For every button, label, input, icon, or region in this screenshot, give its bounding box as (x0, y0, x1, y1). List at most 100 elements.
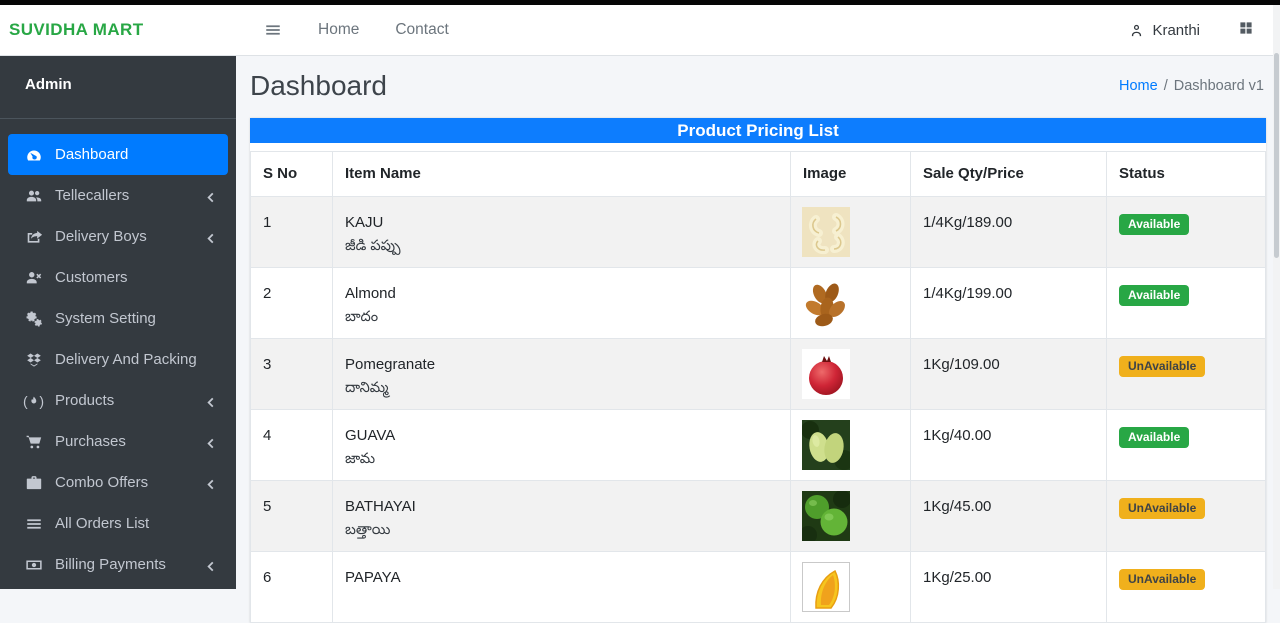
guava-photo (802, 420, 850, 470)
cell-sno: 2 (250, 267, 333, 339)
sidebar-item-label: Combo Offers (55, 474, 149, 491)
status-badge: UnAvailable (1119, 356, 1206, 378)
col-sno: S No (250, 151, 333, 197)
pricing-table: S No Item Name Image Sale Qty/Price Stat… (250, 151, 1266, 623)
status-badge: Available (1119, 214, 1190, 236)
navbar-right: Kranthi (1128, 20, 1254, 41)
brand-name: SUVIDHA MART (9, 20, 144, 39)
user-outline-icon (1132, 24, 1142, 36)
cell-qty-price: 1Kg/40.00 (910, 409, 1107, 481)
sidebar-item-products[interactable]: () Products (8, 380, 228, 421)
chevron-left-icon (205, 231, 216, 244)
cell-image (790, 409, 911, 481)
list-icon (23, 515, 44, 533)
sidebar-item-label: Purchases (55, 433, 126, 450)
chevron-left-icon (205, 436, 216, 449)
cart-icon (23, 433, 44, 451)
sweet-lime-photo (802, 491, 850, 541)
cell-image (790, 338, 911, 410)
pricing-table-wrap: S No Item Name Image Sale Qty/Price Stat… (250, 143, 1266, 623)
tachometer-icon (23, 146, 44, 164)
scrollbar-thumb[interactable] (1274, 53, 1279, 258)
breadcrumb-home-link[interactable]: Home (1119, 78, 1158, 94)
pricing-card: Product Pricing List S No Item Name Imag… (250, 118, 1266, 623)
sidebar-menu: Dashboard Tellecallers Delivery Boys Cus… (0, 134, 236, 585)
sidebar-item-label: Dashboard (55, 146, 129, 163)
cell-qty-price: 1Kg/25.00 (910, 551, 1107, 623)
users-icon (23, 187, 44, 205)
share-icon (23, 228, 44, 246)
nav-link-home[interactable]: Home (318, 21, 360, 38)
content-header: Dashboard Home / Dashboard v1 (236, 56, 1280, 102)
cell-sno: 6 (250, 551, 333, 623)
cashews-photo (802, 207, 850, 257)
card-title: Product Pricing List (677, 120, 839, 140)
sidebar-item-label: Customers (55, 269, 128, 286)
card-title-bar: Product Pricing List (250, 118, 1266, 143)
sidebar-item-dashboard[interactable]: Dashboard (8, 134, 228, 175)
cell-status: Available (1106, 267, 1266, 339)
chevron-left-icon (205, 190, 216, 203)
sidebar-item-customers[interactable]: Customers (8, 257, 228, 298)
cell-qty-price: 1/4Kg/199.00 (910, 267, 1107, 339)
cell-sno: 5 (250, 480, 333, 552)
brand-logo[interactable]: SUVIDHA MART (0, 5, 236, 56)
table-row: 6 PAPAYA 1Kg/25.00 UnAvailable (250, 551, 1266, 623)
money-icon (23, 556, 44, 574)
top-navbar: Home Contact Kranthi (236, 5, 1280, 56)
gears-icon (23, 310, 44, 328)
status-badge: Available (1119, 427, 1190, 449)
cell-image (790, 267, 911, 339)
flame-paren-icon: () (23, 392, 44, 409)
almonds-photo (802, 278, 850, 328)
sidebar-item-delivery-boys[interactable]: Delivery Boys (8, 216, 228, 257)
breadcrumb: Home / Dashboard v1 (1119, 78, 1264, 94)
sidebar-item-all-orders[interactable]: All Orders List (8, 503, 228, 544)
cell-status: Available (1106, 196, 1266, 268)
user-name: Kranthi (1152, 21, 1200, 39)
sidebar-item-label: Delivery Boys (55, 228, 147, 245)
main-content: Dashboard Home / Dashboard v1 Product Pric… (236, 56, 1280, 623)
cell-item-name: BATHAYAI బత్తాయి (332, 480, 791, 552)
sidebar-item-combo-offers[interactable]: Combo Offers (8, 462, 228, 503)
grid-menu-button[interactable] (1238, 20, 1254, 41)
col-image: Image (790, 151, 911, 197)
top-black-strip (0, 0, 1280, 5)
cell-status: UnAvailable (1106, 338, 1266, 410)
table-row: 3 Pomegranate దానిమ్మ 1Kg/109.00 UnAvaila… (250, 338, 1266, 410)
breadcrumb-separator: / (1163, 78, 1168, 94)
cell-status: UnAvailable (1106, 551, 1266, 623)
sidebar-item-billing-payments[interactable]: Billing Payments (8, 544, 228, 585)
sidebar-item-label: Billing Payments (55, 556, 166, 573)
table-row: 5 BATHAYAI బత్తాయి 1Kg/45.00 UnAvailable (250, 480, 1266, 552)
col-status: Status (1106, 151, 1266, 197)
nav-link-contact[interactable]: Contact (395, 21, 449, 38)
sidebar-item-purchases[interactable]: Purchases (8, 421, 228, 462)
cell-qty-price: 1Kg/45.00 (910, 480, 1107, 552)
cell-item-name: GUAVA జామ (332, 409, 791, 481)
cell-sno: 4 (250, 409, 333, 481)
cell-item-name: Almond బాదం (332, 267, 791, 339)
table-row: 1 KAJU జీడి పప్పు 1/4Kg/189.00 Available (250, 196, 1266, 268)
col-item-name: Item Name (332, 151, 791, 197)
chevron-left-icon (205, 477, 216, 490)
status-badge: UnAvailable (1119, 498, 1206, 520)
table-row: 4 GUAVA జామ 1Kg/40.00 Available (250, 409, 1266, 481)
sidebar-item-tellecallers[interactable]: Tellecallers (8, 175, 228, 216)
cell-image (790, 480, 911, 552)
sidebar-item-label: All Orders List (55, 515, 150, 532)
user-menu[interactable]: Kranthi (1128, 22, 1200, 39)
sidebar-item-label: Products (55, 392, 115, 409)
sidebar-item-label: Tellecallers (55, 187, 130, 204)
table-row: 2 Almond బాదం 1/4Kg/199.00 Available (250, 267, 1266, 339)
cell-image (790, 196, 911, 268)
hamburger-icon[interactable] (264, 21, 282, 39)
sidebar-item-delivery-packing[interactable]: Delivery And Packing (8, 339, 228, 380)
cell-sno: 1 (250, 196, 333, 268)
sidebar: SUVIDHA MART Admin Dashboard Tellecaller… (0, 5, 236, 589)
sidebar-item-label: System Setting (55, 310, 156, 327)
sidebar-item-system-setting[interactable]: System Setting (8, 298, 228, 339)
dropbox-icon (23, 351, 44, 369)
cell-status: Available (1106, 409, 1266, 481)
cell-status: UnAvailable (1106, 480, 1266, 552)
